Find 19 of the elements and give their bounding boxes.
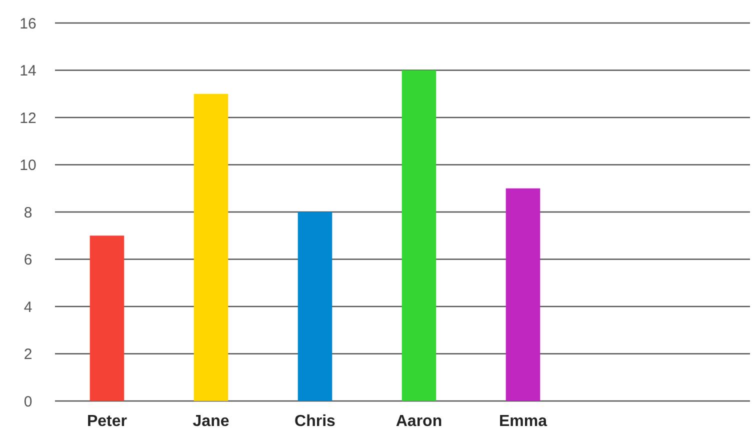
bar (506, 188, 540, 401)
y-tick-label: 10 (20, 157, 36, 174)
y-tick-label: 14 (20, 62, 36, 80)
y-tick-label: 12 (20, 110, 36, 127)
x-tick-label: Peter (86, 413, 128, 430)
y-tick-label: 0 (24, 393, 32, 410)
y-tick-label: 16 (20, 15, 36, 32)
x-tick-label: Emma (498, 413, 548, 430)
bar (298, 212, 332, 401)
y-tick-label: 4 (24, 298, 32, 316)
bar (90, 236, 124, 401)
x-tick-label: Jane (192, 413, 230, 430)
y-tick-label: 6 (24, 252, 32, 268)
bar (194, 94, 228, 401)
y-tick-label: 2 (24, 346, 32, 363)
bar (402, 70, 436, 401)
x-tick-label: Aaron (396, 413, 442, 430)
x-tick-label: Chris (294, 413, 336, 430)
y-tick-label: 8 (24, 204, 32, 222)
